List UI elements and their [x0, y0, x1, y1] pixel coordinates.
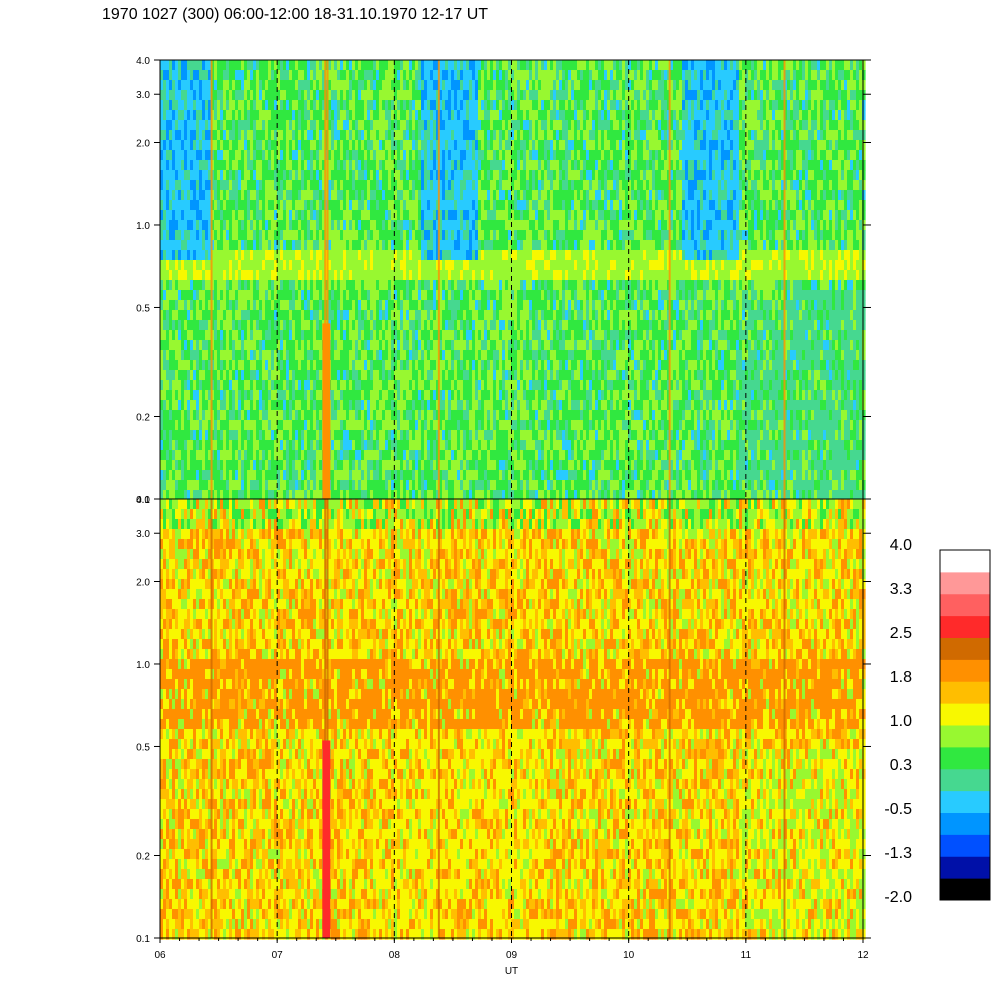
upper-panel	[160, 60, 866, 501]
